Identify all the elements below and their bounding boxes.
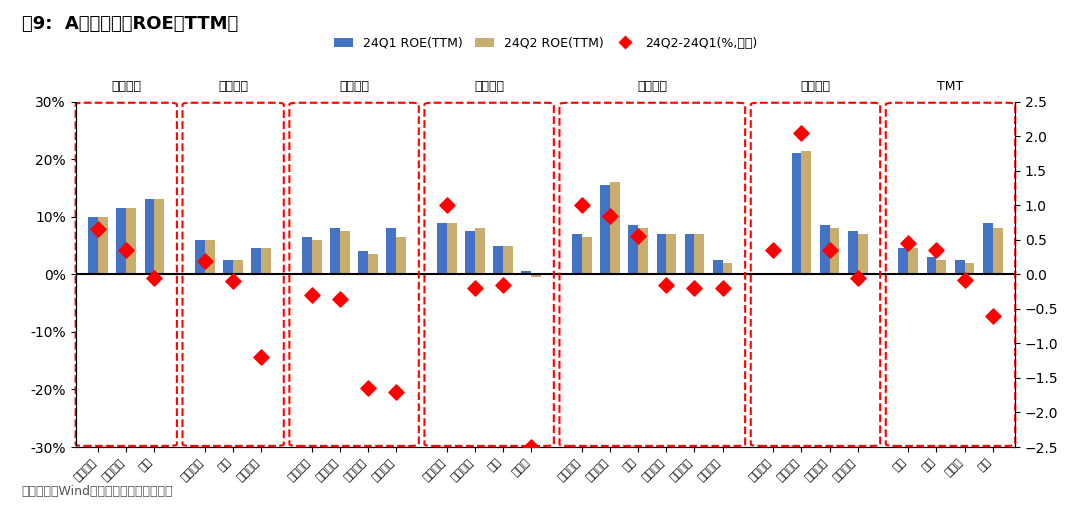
Bar: [936, 260, 946, 274]
Bar: [368, 254, 378, 274]
Text: 中游制造: 中游制造: [339, 80, 369, 93]
Bar: [829, 228, 839, 274]
Bar: [685, 234, 694, 274]
Bar: [302, 237, 312, 274]
24Q2-24Q1(%,右轴): [253, 353, 270, 361]
24Q2-24Q1(%,右轴): [438, 201, 456, 209]
Bar: [205, 240, 215, 274]
Bar: [89, 217, 98, 274]
Text: 其他周期: 其他周期: [474, 80, 504, 93]
Bar: [610, 182, 620, 274]
24Q2-24Q1(%,右轴): [849, 274, 866, 282]
Bar: [600, 185, 610, 274]
24Q2-24Q1(%,右轴): [984, 312, 1001, 320]
24Q2-24Q1(%,右轴): [900, 239, 917, 247]
24Q2-24Q1(%,右轴): [602, 211, 619, 219]
24Q2-24Q1(%,右轴): [225, 277, 242, 285]
Bar: [330, 228, 340, 274]
Bar: [629, 226, 638, 274]
Bar: [475, 228, 485, 274]
24Q2-24Q1(%,右轴): [90, 226, 107, 234]
Bar: [396, 237, 406, 274]
Bar: [993, 228, 1002, 274]
Bar: [224, 260, 233, 274]
Bar: [340, 231, 350, 274]
24Q2-24Q1(%,右轴): [332, 295, 349, 303]
Text: 必需消费: 必需消费: [800, 80, 831, 93]
Text: 数据来源：Wind，广发证券发展研究中心: 数据来源：Wind，广发证券发展研究中心: [22, 485, 173, 498]
Bar: [252, 248, 261, 274]
24Q2-24Q1(%,右轴): [793, 129, 810, 137]
24Q2-24Q1(%,右轴): [658, 280, 675, 289]
Bar: [531, 274, 541, 277]
24Q2-24Q1(%,右轴): [956, 276, 973, 284]
Bar: [572, 234, 582, 274]
24Q2-24Q1(%,右轴): [573, 201, 591, 209]
Bar: [723, 263, 732, 274]
Bar: [98, 217, 108, 274]
Legend: 24Q1 ROE(TTM), 24Q2 ROE(TTM), 24Q2-24Q1(%,右轴): 24Q1 ROE(TTM), 24Q2 ROE(TTM), 24Q2-24Q1(…: [329, 32, 761, 55]
Bar: [983, 223, 993, 274]
Bar: [820, 226, 829, 274]
24Q2-24Q1(%,右轴): [821, 246, 838, 254]
Bar: [145, 200, 154, 274]
Bar: [522, 271, 531, 274]
Bar: [858, 234, 867, 274]
Bar: [657, 234, 666, 274]
24Q2-24Q1(%,右轴): [523, 443, 540, 451]
Bar: [387, 228, 396, 274]
Bar: [154, 200, 164, 274]
Bar: [437, 223, 447, 274]
Bar: [899, 248, 908, 274]
Bar: [261, 248, 271, 274]
Bar: [694, 234, 704, 274]
Bar: [503, 245, 513, 274]
24Q2-24Q1(%,右轴): [118, 246, 135, 254]
24Q2-24Q1(%,右轴): [197, 257, 214, 265]
24Q2-24Q1(%,右轴): [467, 284, 484, 292]
Bar: [117, 208, 126, 274]
24Q2-24Q1(%,右轴): [388, 388, 405, 396]
Bar: [964, 263, 974, 274]
Bar: [801, 150, 811, 274]
Bar: [233, 260, 243, 274]
Bar: [848, 231, 858, 274]
Bar: [955, 260, 964, 274]
Bar: [792, 153, 801, 274]
Bar: [773, 273, 783, 274]
Bar: [713, 260, 723, 274]
Bar: [312, 240, 322, 274]
24Q2-24Q1(%,右轴): [928, 246, 945, 254]
Bar: [908, 248, 918, 274]
Bar: [638, 228, 648, 274]
Bar: [666, 234, 676, 274]
Bar: [927, 257, 936, 274]
Bar: [126, 208, 136, 274]
24Q2-24Q1(%,右轴): [714, 284, 731, 292]
Bar: [494, 245, 503, 274]
Bar: [195, 240, 205, 274]
24Q2-24Q1(%,右轴): [303, 291, 321, 299]
Text: 中游材料: 中游材料: [218, 80, 248, 93]
Bar: [465, 231, 475, 274]
Bar: [447, 223, 457, 274]
24Q2-24Q1(%,右轴): [360, 384, 377, 392]
Bar: [359, 251, 368, 274]
Bar: [582, 237, 592, 274]
24Q2-24Q1(%,右轴): [630, 232, 647, 240]
Text: 图9:  A股一级行业ROE（TTM）: 图9: A股一级行业ROE（TTM）: [22, 15, 238, 33]
24Q2-24Q1(%,右轴): [495, 280, 512, 289]
24Q2-24Q1(%,右轴): [765, 246, 782, 254]
24Q2-24Q1(%,右轴): [686, 284, 703, 292]
Text: TMT: TMT: [937, 80, 963, 93]
Text: 可选消费: 可选消费: [637, 80, 667, 93]
24Q2-24Q1(%,右轴): [146, 274, 163, 282]
Text: 上游资源: 上游资源: [111, 80, 141, 93]
